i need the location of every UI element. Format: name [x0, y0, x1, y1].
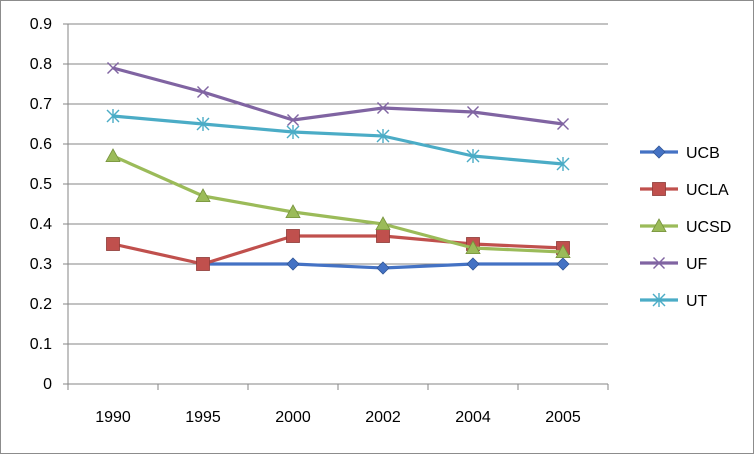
y-tick-label: 0 — [43, 376, 52, 393]
series-uf — [107, 62, 569, 130]
data-point-ucb — [466, 257, 480, 271]
legend-label: UF — [686, 256, 708, 273]
data-point-ut — [196, 117, 210, 131]
y-tick-label: 0.6 — [30, 136, 52, 153]
axes: 0 0.1 0.2 0.3 0.4 0.5 0.6 0.7 0.8 0.9 1990 1995 2000… — [30, 16, 609, 426]
data-point-ucb — [556, 257, 570, 271]
data-point-ucla — [106, 237, 120, 251]
y-tick-label: 0.5 — [30, 176, 52, 193]
series-line-uf — [112, 66, 564, 126]
data-point-ucb — [376, 261, 390, 275]
data-point-ut — [106, 109, 120, 123]
gridlines — [68, 23, 608, 345]
data-point-uf — [377, 102, 389, 114]
x-tick-label: 2002 — [365, 409, 401, 426]
legend-label: UCLA — [686, 182, 729, 199]
data-point-uf — [557, 118, 569, 130]
data-point-ucsd — [465, 240, 481, 255]
data-point-ucsd — [285, 204, 301, 219]
x-tick-label: 2000 — [275, 409, 311, 426]
series-ucsd — [105, 148, 571, 259]
legend-item-ut: UT — [640, 293, 708, 310]
data-point-ut — [466, 149, 480, 163]
data-point-ucb — [286, 257, 300, 271]
legend-item-ucb: UCB — [640, 145, 720, 162]
data-point-ucsd — [555, 244, 571, 259]
data-point-ut — [286, 125, 300, 139]
data-point-ucla — [286, 229, 300, 243]
x-tick-label: 2004 — [455, 409, 491, 426]
legend-marker — [652, 293, 666, 307]
data-point-ucsd — [195, 188, 211, 203]
y-tick-label: 0.8 — [30, 56, 52, 73]
legend-marker — [652, 182, 666, 196]
data-point-uf — [107, 62, 119, 74]
series-line-ucla — [112, 234, 564, 266]
legend-marker — [653, 257, 665, 269]
y-tick-label: 0.4 — [30, 216, 52, 233]
legend-item-uf: UF — [640, 256, 708, 273]
legend-item-ucsd: UCSD — [640, 218, 731, 236]
data-point-ucsd — [105, 148, 121, 163]
legend-item-ucla: UCLA — [640, 182, 729, 199]
legend: UCB UCLA UCSD UF UT — [640, 145, 731, 310]
data-point-ucsd — [375, 216, 391, 231]
y-tick-label: 0.7 — [30, 96, 52, 113]
data-point-uf — [467, 106, 479, 118]
data-point-uf — [197, 86, 209, 98]
data-point-ut — [556, 157, 570, 171]
y-tick-label: 0.1 — [30, 336, 52, 353]
x-tick-label: 1990 — [95, 409, 131, 426]
x-tick-label: 2005 — [545, 409, 581, 426]
series-line-ut — [112, 114, 564, 166]
legend-label: UT — [686, 293, 708, 310]
y-tick-label: 0.9 — [30, 16, 52, 33]
data-point-ucla — [196, 257, 210, 271]
series-ut — [106, 109, 570, 171]
y-tick-label: 0.3 — [30, 256, 52, 273]
data-point-ucla — [376, 229, 390, 243]
series-line-ucsd — [112, 154, 564, 254]
legend-marker — [651, 218, 667, 233]
y-tick-label: 0.2 — [30, 296, 52, 313]
series-ucb — [196, 257, 570, 275]
legend-label: UCSD — [686, 219, 731, 236]
legend-label: UCB — [686, 145, 720, 162]
legend-marker — [652, 145, 666, 159]
series-layer — [105, 62, 571, 275]
data-point-uf — [287, 114, 299, 126]
data-point-ut — [376, 129, 390, 143]
x-tick-label: 1995 — [185, 409, 221, 426]
